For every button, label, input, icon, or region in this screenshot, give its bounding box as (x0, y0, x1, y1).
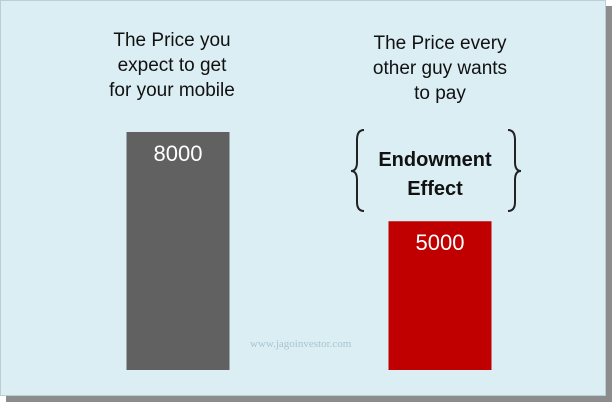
value-label: 5000 (416, 230, 465, 255)
left-brace (350, 129, 365, 212)
panel (0, 0, 606, 396)
annotation: Endowment Effect (378, 149, 492, 200)
watermark: www.jagoinvestor.com (250, 338, 352, 350)
value-label: 8000 (154, 141, 203, 166)
bar (126, 132, 230, 370)
right-brace (507, 129, 522, 212)
category-label: The Price you expect to get for your mob… (109, 30, 235, 101)
category-label: The Price every other guy wants to pay (372, 33, 508, 104)
bar (388, 221, 492, 370)
